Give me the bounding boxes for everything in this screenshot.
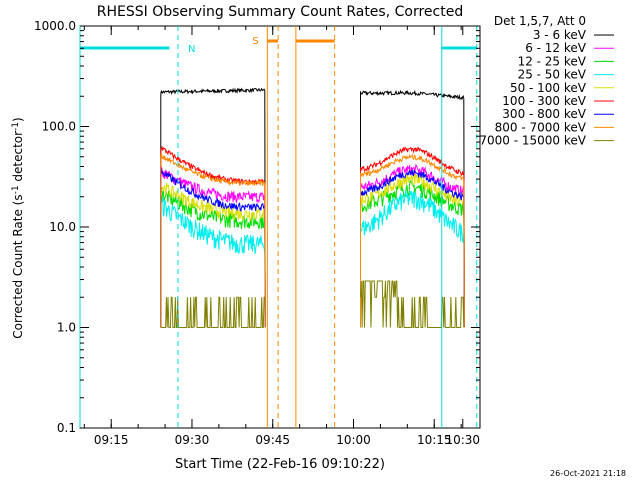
y-axis-label-exponent: -1 [11, 122, 21, 131]
legend-label: 25 - 50 keV [518, 68, 587, 82]
legend-label: 6 - 12 keV [525, 41, 587, 55]
series-line-4 [360, 190, 465, 328]
series-line-2 [360, 163, 465, 328]
series-line-8 [160, 152, 266, 328]
chart-title: RHESSI Observing Summary Count Rates, Co… [97, 4, 463, 20]
y-axis-label-part: Corrected Count Rate (s [11, 194, 25, 338]
y-tick-label: 1000.0 [34, 19, 76, 33]
y-axis-label-part: detector [11, 131, 25, 186]
series-line-9 [160, 296, 265, 328]
x-tick-label: 09:30 [175, 433, 210, 447]
legend-label: 100 - 300 keV [502, 94, 586, 108]
y-tick-label: 1.0 [57, 321, 76, 335]
y-tick-label: 0.1 [57, 421, 76, 435]
x-tick-label: 10:30 [445, 433, 480, 447]
y-axis-label-part: ) [11, 117, 25, 122]
series-line-4 [160, 197, 266, 328]
y-axis-label: Corrected Count Rate (s-1 detector-1) [11, 117, 25, 338]
legend-label: 800 - 7000 keV [495, 120, 587, 134]
series-line-1 [360, 89, 465, 328]
series-line-9 [360, 280, 465, 328]
legend-label: 3 - 6 keV [533, 28, 587, 42]
y-tick-label: 100.0 [42, 120, 76, 134]
y-axis: 0.1 1.0 10.0 100.0 1000.0 [34, 19, 480, 435]
legend-label: 50 - 100 keV [510, 81, 587, 95]
series-line-7 [360, 169, 465, 328]
series-line-6 [360, 146, 465, 328]
night-flag-label: N [188, 44, 195, 55]
plot-area: NS [79, 25, 481, 429]
legend-label: 12 - 25 keV [518, 54, 587, 68]
timestamp-footer: 26-Oct-2021 21:18 [550, 469, 626, 478]
x-tick-label: 10:00 [336, 433, 371, 447]
x-tick-label: 09:15 [94, 433, 129, 447]
plot-frame [79, 25, 481, 429]
y-tick-label: 10.0 [49, 220, 76, 234]
legend-title: Det 1,5,7, Att 0 [494, 14, 586, 28]
x-axis-label: Start Time (22-Feb-16 09:10:22) [175, 457, 385, 472]
x-tick-label: 10:15 [417, 433, 452, 447]
legend-label: 7000 - 15000 keV [479, 134, 586, 148]
series-line-8 [360, 152, 465, 328]
legend-label: 300 - 800 keV [502, 107, 586, 121]
saa-flag-label: S [252, 36, 258, 47]
x-tick-label: 09:45 [255, 433, 290, 447]
y-axis-label-exponent: -1 [11, 185, 21, 194]
